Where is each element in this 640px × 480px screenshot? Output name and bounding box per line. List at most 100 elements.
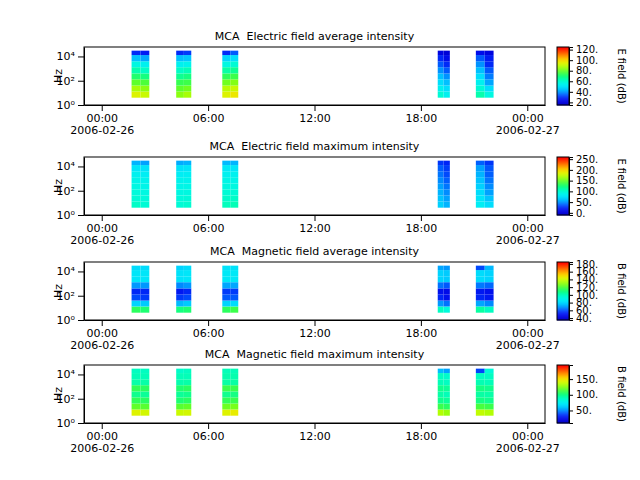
colorbar-swatch bbox=[557, 308, 569, 309]
cell bbox=[132, 409, 141, 415]
cell bbox=[476, 379, 485, 385]
cell bbox=[140, 404, 149, 410]
cell bbox=[444, 404, 450, 410]
colorbar-swatch bbox=[557, 206, 569, 207]
cell bbox=[222, 201, 230, 207]
colorbar-swatch bbox=[557, 419, 569, 420]
cell bbox=[444, 73, 450, 79]
colorbar-swatch bbox=[557, 271, 569, 272]
cell bbox=[184, 79, 191, 85]
colorbar-swatch bbox=[557, 283, 569, 284]
cell bbox=[222, 397, 230, 403]
cell bbox=[476, 404, 485, 410]
cell bbox=[476, 79, 485, 85]
colorbar-tick: 40. bbox=[569, 87, 592, 98]
cell bbox=[132, 369, 141, 373]
cell bbox=[485, 373, 494, 379]
cell bbox=[184, 270, 191, 276]
cell bbox=[485, 196, 494, 202]
cell bbox=[184, 397, 191, 403]
colorbar-swatch bbox=[557, 63, 569, 64]
x-tick-label-line: 18:00 bbox=[406, 222, 438, 235]
colorbar-swatch bbox=[557, 161, 569, 162]
cell bbox=[438, 270, 444, 276]
cell bbox=[485, 294, 494, 300]
cell bbox=[438, 409, 444, 415]
colorbar-swatch bbox=[557, 288, 569, 289]
colorbar-swatch bbox=[557, 303, 569, 304]
cell bbox=[140, 369, 149, 373]
colorbar-tick-label: 200. bbox=[576, 165, 598, 176]
cell bbox=[222, 276, 230, 282]
y-tick: 10⁴ bbox=[57, 368, 84, 381]
colorbar-swatch bbox=[557, 278, 569, 279]
cell bbox=[222, 86, 230, 92]
cell bbox=[438, 161, 444, 165]
colorbar-swatch bbox=[557, 383, 569, 384]
cell bbox=[176, 266, 184, 270]
colorbar-swatch bbox=[557, 408, 569, 409]
y-tick: 10⁴ bbox=[57, 50, 84, 63]
colorbar-swatch bbox=[557, 201, 569, 202]
cell bbox=[184, 306, 191, 312]
y-tick-label: 10⁰ bbox=[57, 314, 76, 327]
cell bbox=[485, 369, 494, 373]
colorbar-swatch bbox=[557, 375, 569, 376]
colorbar-swatch bbox=[557, 168, 569, 169]
x-tick: 18:00 bbox=[406, 320, 438, 340]
plot-frame bbox=[84, 47, 545, 105]
cell bbox=[140, 189, 149, 195]
x-tick: 00:002006-02-27 bbox=[496, 105, 560, 137]
colorbar-swatch bbox=[557, 172, 569, 173]
colorbar-swatch bbox=[557, 48, 569, 49]
cell bbox=[222, 171, 230, 177]
x-tick-label-line: 18:00 bbox=[406, 430, 438, 443]
colorbar-swatch bbox=[557, 213, 569, 214]
plot-frame bbox=[84, 365, 545, 423]
cell bbox=[438, 51, 444, 55]
colorbar-swatch bbox=[557, 387, 569, 388]
colorbar-swatch bbox=[557, 366, 569, 367]
colorbar-swatch bbox=[557, 270, 569, 271]
colorbar-swatch bbox=[557, 388, 569, 389]
colorbar-swatch bbox=[557, 69, 569, 70]
y-tick-mark bbox=[78, 423, 84, 424]
cell bbox=[444, 79, 450, 85]
cell bbox=[438, 373, 444, 379]
cell bbox=[176, 385, 184, 391]
colorbar-swatch bbox=[557, 88, 569, 89]
colorbar-swatch bbox=[557, 64, 569, 65]
x-axis: 00:002006-02-2606:0012:0018:0000:002006-… bbox=[70, 423, 559, 455]
x-tick-label: 00:002006-02-27 bbox=[496, 222, 560, 248]
cell bbox=[176, 171, 184, 177]
colorbar-tick-mark bbox=[569, 102, 573, 103]
colorbar-swatch bbox=[557, 190, 569, 191]
x-tick: 06:00 bbox=[193, 320, 225, 340]
colorbar-axis-line bbox=[570, 158, 574, 216]
x-tick-label-line: 12:00 bbox=[299, 222, 331, 235]
colorbar-swatch bbox=[557, 415, 569, 416]
colorbar-axis: 50.100.150. bbox=[569, 366, 598, 424]
colorbar-swatch bbox=[557, 294, 569, 295]
cell bbox=[438, 288, 444, 294]
cell bbox=[476, 201, 485, 207]
y-tick-mark bbox=[78, 191, 84, 192]
cell bbox=[485, 391, 494, 397]
y-tick: 10⁰ bbox=[57, 417, 84, 430]
colorbar-swatch bbox=[557, 205, 569, 206]
cell bbox=[222, 294, 230, 300]
cell bbox=[230, 51, 238, 55]
colorbar-tick-mark bbox=[569, 60, 573, 61]
cell bbox=[444, 301, 450, 307]
x-tick-label-line: 12:00 bbox=[299, 430, 331, 443]
cell bbox=[176, 73, 184, 79]
cell bbox=[230, 266, 238, 270]
cell bbox=[230, 171, 238, 177]
x-tick: 12:00 bbox=[299, 105, 331, 125]
colorbar-swatch bbox=[557, 187, 569, 188]
colorbar-swatch bbox=[557, 101, 569, 102]
colorbar-swatch bbox=[557, 263, 569, 264]
cell bbox=[222, 177, 230, 183]
colorbar-tick: 150. bbox=[569, 374, 598, 385]
cell bbox=[140, 397, 149, 403]
